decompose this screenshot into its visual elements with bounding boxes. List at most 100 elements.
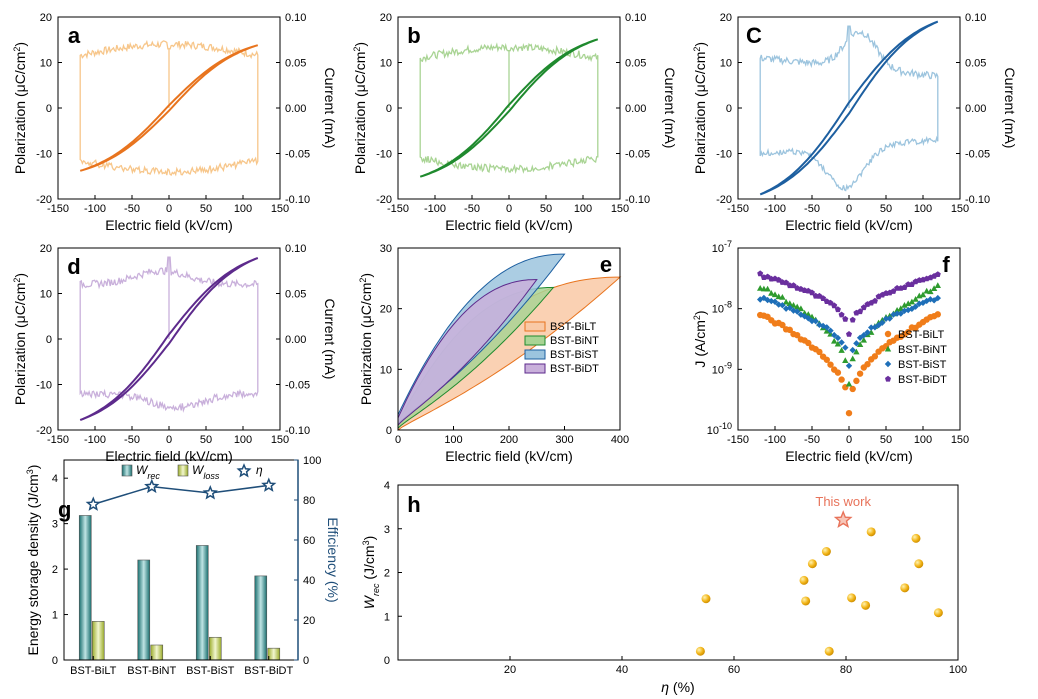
x-tick-label: 80 (840, 664, 852, 676)
label-part: -10 (719, 421, 732, 431)
y2-tick-label: 0.10 (625, 12, 646, 24)
legend-label: Wrec (136, 463, 160, 481)
x-axis-label: Electric field (kV/cm) (105, 448, 233, 464)
label-part: Energy storage density (J/cm (25, 474, 41, 655)
x-tick-label: 100 (234, 203, 252, 215)
y2-axis-label: Efficiency (%) (325, 517, 341, 602)
label-part: W (361, 594, 377, 609)
data-point (856, 341, 864, 347)
panel-g: BST-BiLT BST-BiNT BST-BiST BST-BiDT01234020… (25, 455, 341, 677)
data-point (838, 339, 845, 346)
y-tick-label: 4 (384, 480, 390, 492)
label-part: ) (12, 42, 28, 47)
x-tick-label: 400 (611, 434, 629, 446)
data-point (801, 313, 808, 320)
x-tick-label: 20 (504, 664, 516, 676)
data-point (834, 340, 842, 347)
data-point (882, 315, 890, 322)
x-axis-label: η (%) (661, 679, 694, 695)
x-tick-label: 200 (500, 434, 518, 446)
x-tick-label: 50 (540, 203, 552, 215)
x-axis-label: Electric field (kV/cm) (785, 217, 913, 233)
y-tick-label: 10 (720, 58, 732, 70)
data-point (797, 305, 805, 312)
pe-loop-b (419, 38, 599, 178)
eta-marker (144, 478, 160, 494)
y-axis-label: J (A/cm2) (692, 310, 708, 367)
data-point (816, 348, 823, 356)
data-point (764, 285, 771, 292)
y-tick-label: 0 (726, 103, 732, 115)
data-point (807, 559, 817, 569)
y-tick-label: 10-8 (712, 300, 732, 316)
data-point (933, 608, 943, 618)
legend-swatch (524, 335, 546, 346)
legend-swatch (524, 349, 546, 360)
label-part: 2 (358, 278, 368, 283)
y2-tick-label: 0.10 (285, 12, 306, 24)
x-tick-label: -100 (764, 203, 786, 215)
label-part: ) (12, 273, 28, 278)
y2-tick-label: 0.05 (965, 58, 986, 70)
panel-d: -150 -100 -50 0 50 100 150-20-1001020-0.10-0.0… (12, 243, 338, 464)
y-axis-label: Wrec (J/cm3) (361, 536, 381, 610)
x-tick-label: -50 (124, 434, 140, 446)
y2-tick-label: 0.05 (625, 58, 646, 70)
legend-label: BST-BiDT (550, 363, 599, 375)
data-point (809, 289, 815, 296)
data-point (930, 285, 938, 292)
data-point (908, 298, 916, 305)
data-point (934, 294, 941, 302)
data-point (893, 306, 901, 313)
data-point (849, 355, 856, 362)
y-tick-label: -20 (36, 194, 52, 206)
x-tick-label: 150 (271, 434, 289, 446)
y-tick-label: 0 (386, 103, 392, 115)
data-point (808, 317, 816, 325)
bar-wloss (150, 644, 164, 661)
y2-tick-label: -0.05 (965, 149, 990, 161)
legend-label: BST-BiDT (898, 374, 947, 386)
label-part: Polarization (μC/cm (352, 52, 368, 174)
data-point (827, 327, 834, 334)
data-point (861, 600, 871, 610)
data-point (794, 331, 801, 339)
y-tick-label: 20 (380, 304, 392, 316)
label-part: W (192, 463, 205, 477)
label-part: rec (147, 471, 160, 481)
y-axis-label: Polarization (μC/cm2) (692, 42, 708, 174)
data-point (845, 409, 853, 417)
x-tick-label: 50 (880, 434, 892, 446)
y2-axis-label: Current (mA) (322, 299, 338, 380)
data-point (923, 287, 930, 294)
bar-wloss (91, 621, 105, 661)
legend-label: η (256, 463, 263, 477)
x-tick-label: BST-BiDT (244, 665, 293, 677)
data-point (871, 297, 878, 304)
x-tick-label: -50 (124, 203, 140, 215)
data-point (779, 302, 786, 309)
x-tick-label: 100 (574, 203, 592, 215)
y2-tick-label: -0.05 (285, 380, 310, 392)
x-tick-label: 0 (846, 203, 852, 215)
data-point (871, 353, 879, 360)
data-point (853, 377, 860, 385)
legend-marker (884, 345, 892, 352)
y-tick-label: 0 (46, 103, 52, 115)
legend-label: BST-BiST (898, 359, 947, 371)
label-part: J (A/cm (692, 320, 708, 367)
data-point (783, 279, 790, 286)
label-part: η (661, 679, 669, 695)
label-part: Polarization (μC/cm (12, 52, 28, 174)
panel-label: b (407, 23, 420, 48)
y-tick-label: 0 (384, 655, 390, 667)
x-tick-label: 0 (166, 203, 172, 215)
label-part: -9 (724, 360, 732, 370)
data-point (786, 304, 793, 312)
y-tick-label: 10 (40, 289, 52, 301)
data-point (838, 347, 845, 353)
y2-tick-label: -0.10 (625, 194, 650, 206)
x-tick-label: 100 (949, 664, 967, 676)
x-tick-label: 0 (166, 434, 172, 446)
data-point (764, 296, 771, 304)
